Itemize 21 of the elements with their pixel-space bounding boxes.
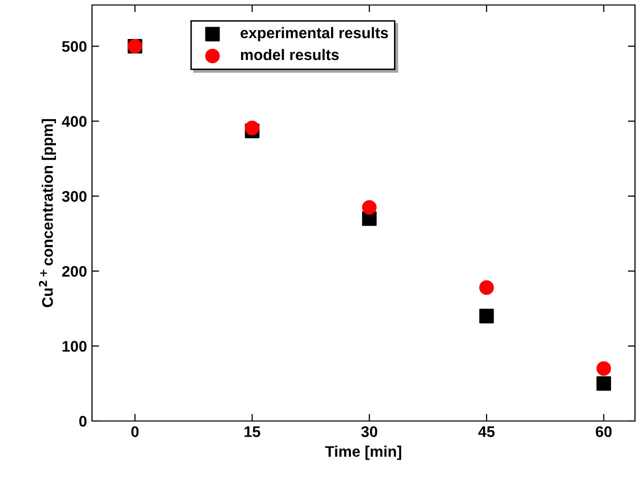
point <box>479 280 494 295</box>
x-tick-label: 45 <box>478 426 495 438</box>
point <box>596 376 612 391</box>
point <box>479 308 494 324</box>
y-tick-label: 100 <box>62 340 87 352</box>
y-tick-label: 0 <box>79 416 87 427</box>
y-tick-label: 300 <box>62 191 87 202</box>
point <box>596 361 612 376</box>
y-tick-label: 500 <box>62 41 87 52</box>
y-tick-label: 200 <box>62 266 87 277</box>
point <box>244 120 260 136</box>
x-tick-label: 0 <box>131 426 139 438</box>
x-tick-label: 30 <box>361 426 378 438</box>
legend-label: model results <box>241 48 339 60</box>
x-tick-label: 15 <box>244 426 260 438</box>
x-axis-title: Time [min] <box>325 446 402 460</box>
x-tick-label: 60 <box>596 426 612 438</box>
y-axis-title: Cu$^{2+}$concentration [ppm] <box>38 119 56 308</box>
point <box>362 200 377 215</box>
legend-label: experimental results <box>240 27 388 42</box>
y-tick-label: 400 <box>62 116 87 127</box>
